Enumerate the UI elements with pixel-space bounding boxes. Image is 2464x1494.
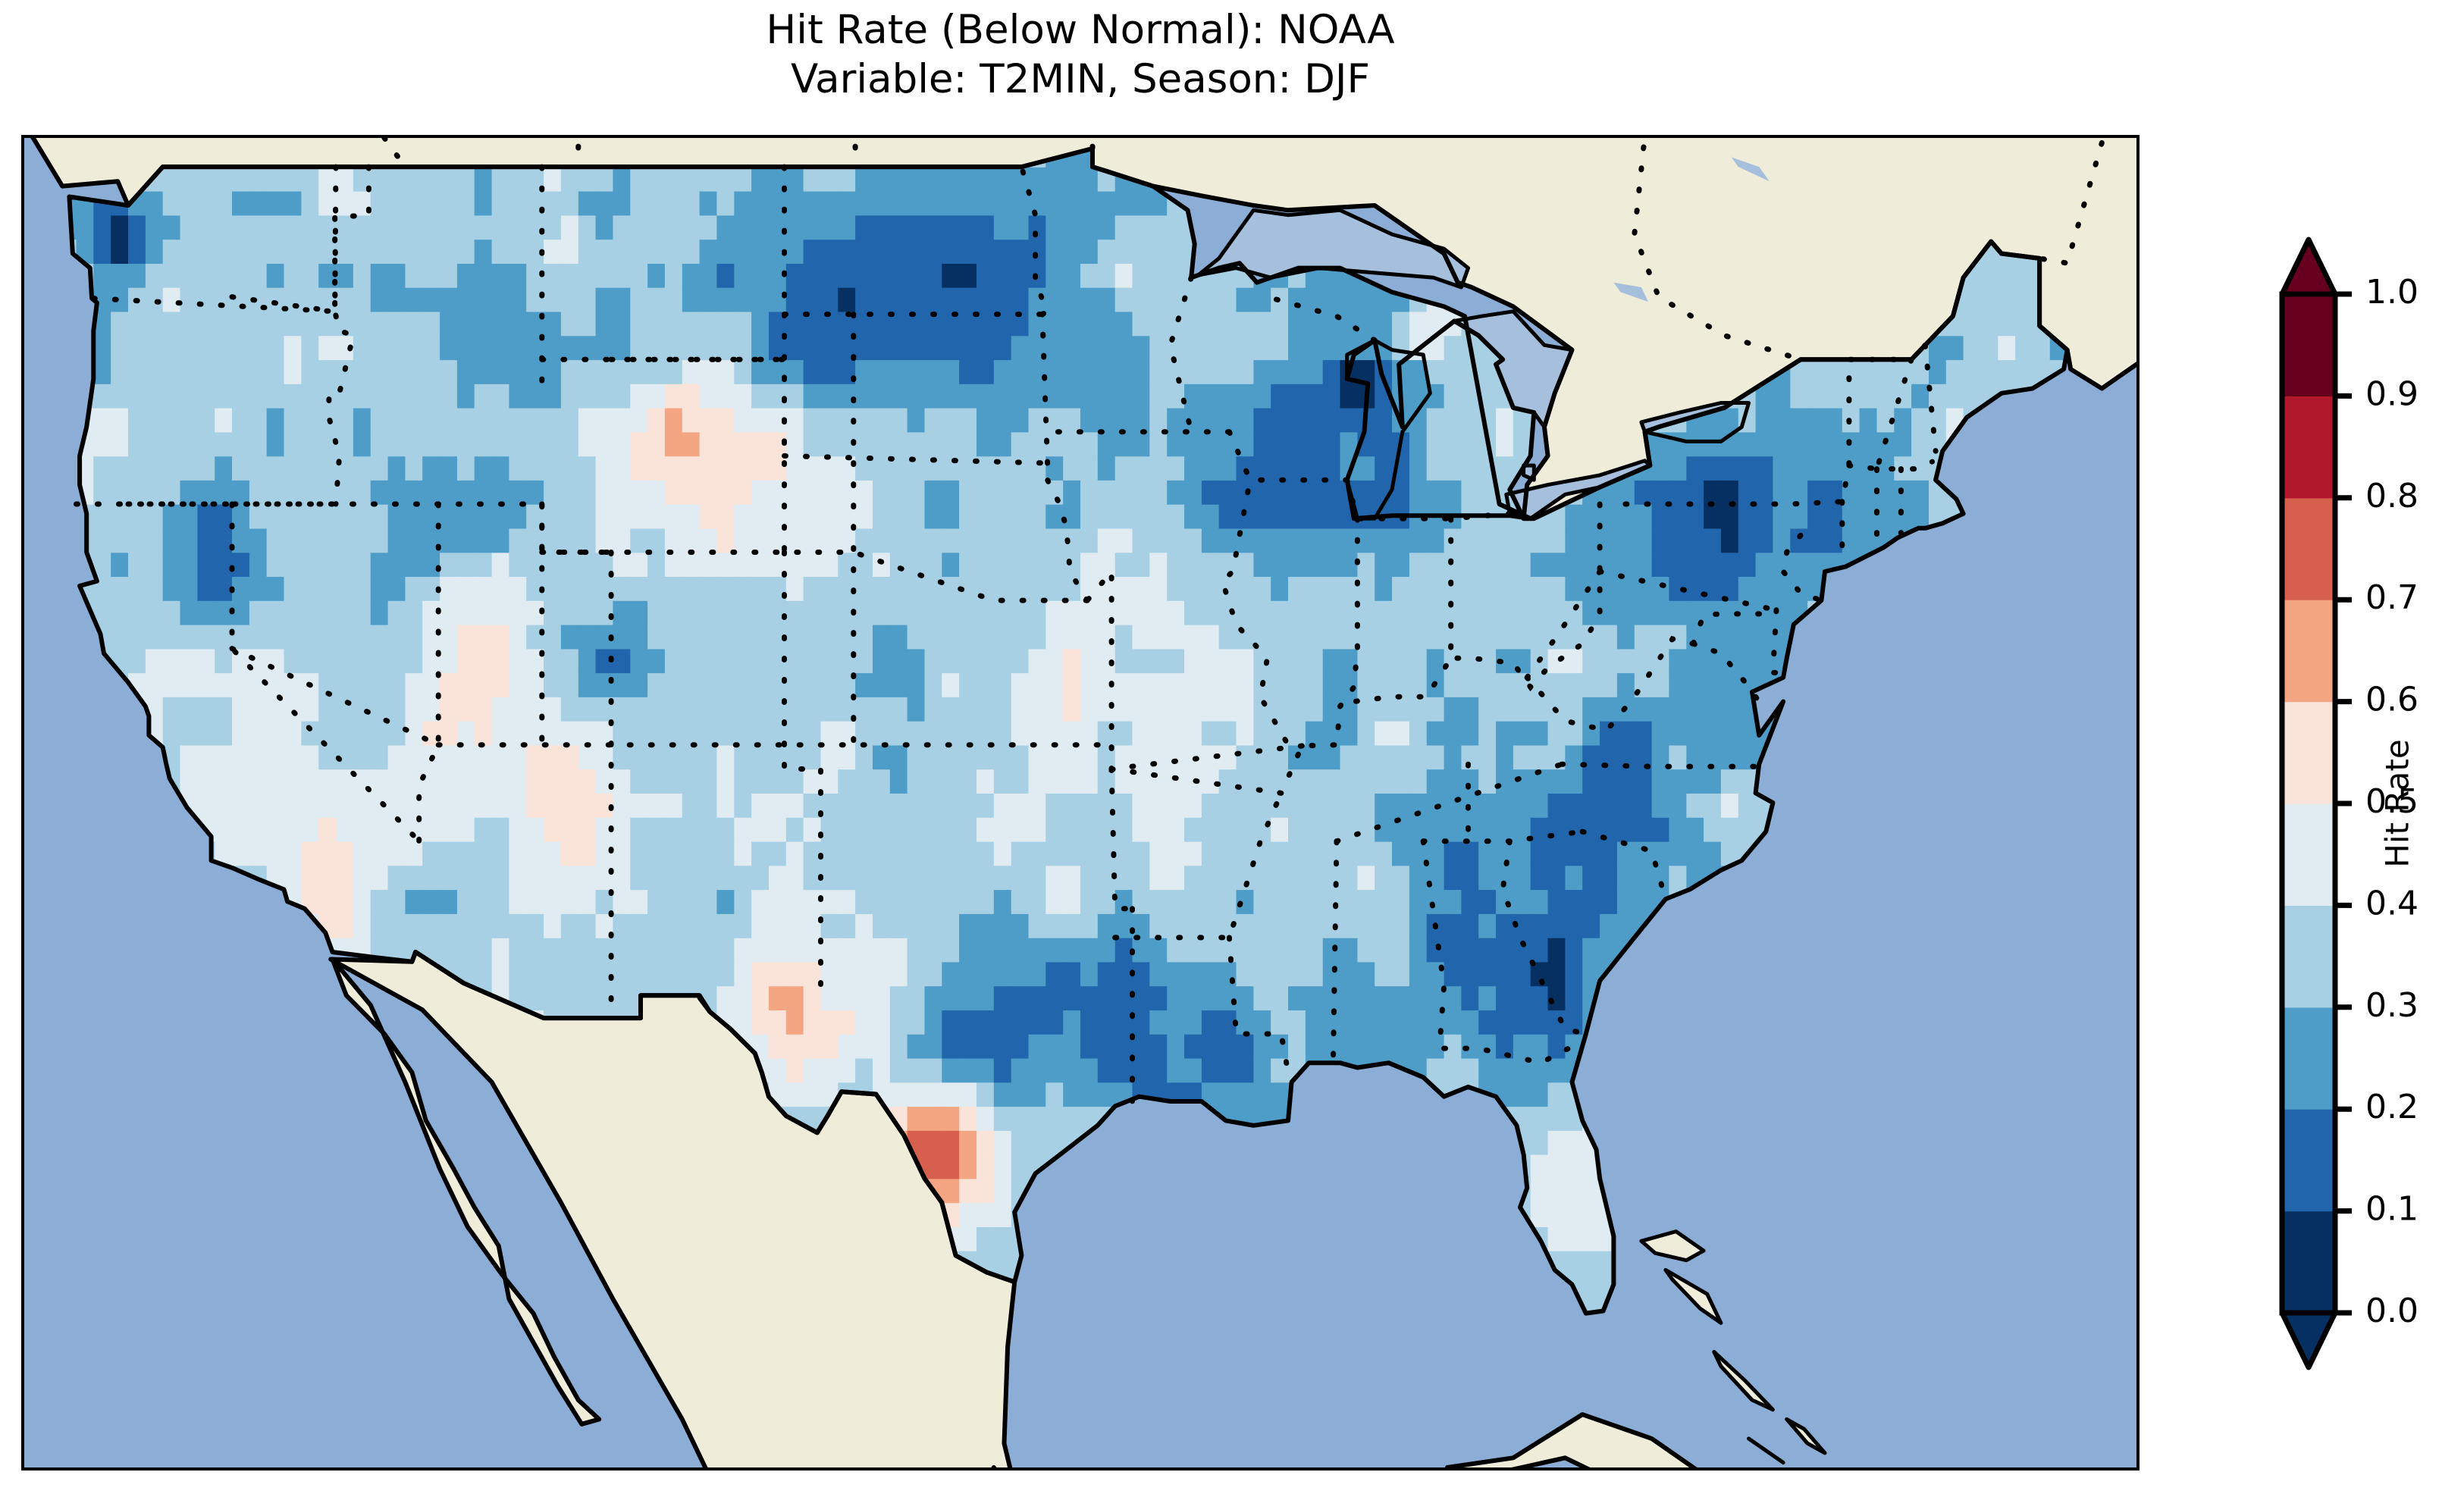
bahamas-island-1 bbox=[1663, 1267, 1723, 1325]
canada-outline bbox=[30, 138, 2136, 521]
colorbar-band-0.2-0.3 bbox=[2282, 1007, 2335, 1110]
colorbar-tick-label: 0.5 bbox=[2365, 782, 2419, 821]
great-lake-outline-superior bbox=[1196, 208, 1470, 290]
state-boundary-62 bbox=[1874, 356, 1914, 472]
colorbar-band-0.3-0.4 bbox=[2282, 905, 2335, 1008]
state-boundary-38 bbox=[1108, 766, 1135, 912]
great-lake-outline-erie bbox=[1504, 459, 1652, 521]
state-boundary-47 bbox=[1579, 828, 1669, 902]
colorbar-band-0.7-0.8 bbox=[2282, 497, 2335, 600]
state-boundary-29 bbox=[1351, 515, 1454, 704]
state-boundary-34 bbox=[1168, 274, 1194, 435]
colorbar-svg[interactable]: 1.0 0.9 0.8 0.7 0.6 0.5 0.4 0.3 0.2 0.1 0.0 bbox=[2274, 227, 2456, 1380]
colorbar-tick-label: 0.4 bbox=[2365, 884, 2419, 922]
colorbar-band-0.5-0.6 bbox=[2282, 701, 2335, 804]
cuba-landmass bbox=[1445, 1412, 1698, 1467]
figure-title-block: Hit Rate (Below Normal): NOAA Variable: … bbox=[21, 6, 2140, 104]
state-boundary-26 bbox=[1219, 429, 1305, 749]
state-boundary-14 bbox=[332, 164, 371, 315]
bahamas-island-3 bbox=[1785, 1417, 1827, 1455]
foreign-landmass-group bbox=[33, 138, 2136, 1467]
map-canvas[interactable] bbox=[24, 138, 2136, 1467]
lake-9 bbox=[1731, 157, 1770, 182]
state-boundary-28 bbox=[1299, 515, 1360, 749]
colorbar-tick-label: 1.0 bbox=[2365, 273, 2419, 312]
state-boundary-layer bbox=[74, 138, 2105, 1109]
title-line-1: Hit Rate (Below Normal): NOAA bbox=[766, 7, 1395, 53]
mexico-landmass bbox=[331, 952, 1015, 1467]
colorbar-band-0.9-1.0 bbox=[2282, 294, 2335, 396]
state-boundary-7 bbox=[782, 550, 823, 988]
mexico-outline bbox=[328, 950, 1017, 1467]
great-lake-outline-huron bbox=[1452, 309, 1574, 429]
colorbar-tick-label: 0.0 bbox=[2365, 1292, 2419, 1330]
state-boundary-44 bbox=[1420, 828, 1585, 844]
state-boundary-16 bbox=[90, 296, 338, 315]
colorbar-over-arrow bbox=[2279, 236, 2338, 297]
colorbar-band-0.8-0.9 bbox=[2282, 396, 2335, 499]
colorbar-tick-label: 0.8 bbox=[2365, 477, 2419, 515]
colorbar-tick-label: 0.3 bbox=[2365, 986, 2419, 1025]
colorbar-tick-label: 0.6 bbox=[2365, 681, 2419, 719]
state-boundary-23 bbox=[1018, 164, 1052, 318]
title-line-2: Variable: T2MIN, Season: DJF bbox=[790, 55, 1371, 102]
great-lake-superior bbox=[1198, 210, 1469, 287]
state-boundary-56 bbox=[1780, 532, 1824, 603]
state-boundary-27 bbox=[1084, 564, 1305, 772]
bahamas-island-0 bbox=[1639, 1229, 1706, 1263]
colorbar-tick-label: 0.1 bbox=[2365, 1190, 2419, 1229]
state-boundary-32 bbox=[1344, 477, 1513, 521]
colorbar-band-0.1-0.2 bbox=[2282, 1109, 2335, 1212]
colorbar-band-0.6-0.7 bbox=[2282, 600, 2335, 703]
colorbar-under-arrow bbox=[2279, 1310, 2338, 1370]
state-boundary-0 bbox=[326, 164, 357, 507]
state-boundary-8 bbox=[539, 550, 1090, 603]
colorbar-tick-label: 0.2 bbox=[2365, 1088, 2419, 1126]
canada-landmass bbox=[33, 138, 2136, 519]
state-boundary-24 bbox=[1045, 477, 1090, 603]
colorbar[interactable]: 1.0 0.9 0.8 0.7 0.6 0.5 0.4 0.3 0.2 0.1 0.0 Hit Ra… bbox=[2274, 227, 2456, 1380]
state-boundary-46 bbox=[1441, 1045, 1572, 1066]
colorbar-tick-label: 0.7 bbox=[2365, 578, 2419, 617]
state-boundary-52 bbox=[1690, 607, 1779, 647]
great-lake-outline-michigan bbox=[1345, 338, 1432, 521]
state-boundary-35 bbox=[1108, 743, 1305, 797]
map-panel[interactable] bbox=[21, 135, 2140, 1471]
colorbar-band-0.0-0.1 bbox=[2282, 1211, 2335, 1314]
state-boundary-63 bbox=[1922, 342, 1939, 454]
state-boundary-19 bbox=[608, 356, 787, 459]
state-boundary-2 bbox=[74, 501, 614, 555]
state-boundary-42 bbox=[1420, 838, 1447, 1051]
state-boundary-64 bbox=[1908, 342, 1928, 362]
state-boundary-15 bbox=[229, 294, 338, 315]
state-boundary-57 bbox=[1622, 356, 1914, 507]
baja-outline bbox=[330, 957, 602, 1427]
state-boundary-18 bbox=[229, 646, 441, 748]
state-boundary-33 bbox=[1265, 294, 1378, 343]
great-lake-outline-stclair bbox=[1522, 463, 1536, 482]
colorbar-band-0.4-0.5 bbox=[2282, 803, 2335, 906]
state-boundary-70 bbox=[2036, 139, 2105, 267]
colorbar-axis-label: Hit Rate bbox=[2378, 739, 2416, 868]
state-boundary-21 bbox=[782, 453, 1051, 466]
state-boundary-55 bbox=[1770, 607, 1790, 675]
state-boundary-50 bbox=[1524, 568, 1603, 681]
colorbar-tick-label: 0.9 bbox=[2365, 374, 2419, 413]
state-boundary-54 bbox=[1597, 568, 1779, 613]
great-lake-erie bbox=[1506, 460, 1651, 519]
coastline-layer bbox=[30, 138, 2136, 1467]
lake-8 bbox=[1613, 282, 1648, 302]
great-lake-outline-ontario bbox=[1639, 401, 1751, 443]
bahamas-island-2 bbox=[1712, 1350, 1775, 1412]
bahamas-island-4 bbox=[1747, 1436, 1785, 1465]
state-boundary-22 bbox=[1039, 312, 1051, 466]
